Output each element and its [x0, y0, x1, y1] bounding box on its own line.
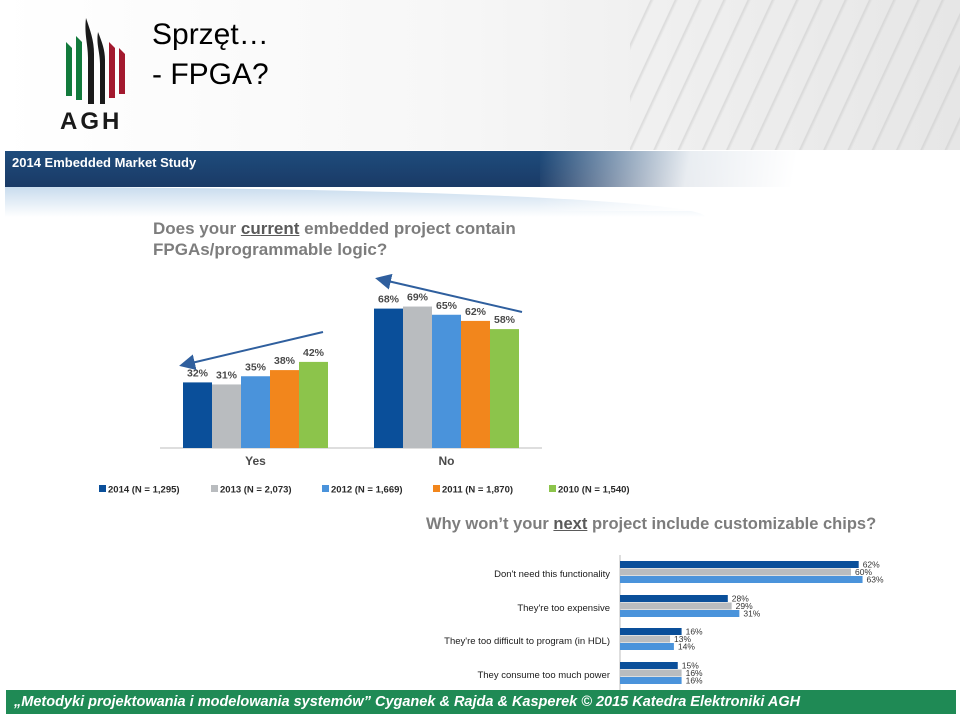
chart1-bar	[183, 382, 212, 448]
footer-text: „Metodyki projektowania i modelowania sy…	[14, 694, 801, 710]
chart1-data-label: 62%	[465, 306, 487, 318]
chart2-bar	[620, 635, 671, 643]
chart1-title-post: embedded project contain FPGAs/programma…	[153, 219, 516, 259]
chart1-title: Does your current embedded project conta…	[153, 218, 613, 260]
chart2-title-post: project include customizable chips?	[587, 515, 877, 533]
chart2-category-label: They're too difficult to program (in HDL…	[444, 636, 610, 647]
chart2-data-label: 15%	[682, 661, 699, 671]
chart2-bar	[620, 576, 863, 583]
chart1-legend-swatch	[211, 485, 218, 492]
chart1-bar	[374, 308, 403, 448]
chart1-bar	[432, 314, 461, 448]
logo-text: AGH	[60, 108, 123, 135]
chart1-data-label: 31%	[216, 369, 238, 381]
chart1-trend-arrow-no	[375, 273, 523, 313]
chart2-title-emph: next	[553, 515, 588, 533]
chart1-legend-label: 2012 (N = 1,669)	[331, 485, 403, 496]
chart2-category-label: They're too expensive	[517, 603, 610, 614]
chart1-bar	[403, 306, 432, 448]
banner-title: 2014 Embedded Market Study	[12, 155, 197, 170]
chart1-trend-arrow-yes	[179, 331, 324, 371]
chart1-legend-swatch	[99, 485, 106, 492]
agh-logo-icon	[66, 18, 125, 104]
chart1-data-label: 65%	[436, 300, 458, 312]
chart1-legend-label: 2014 (N = 1,295)	[108, 485, 180, 496]
chart2-bar	[620, 595, 728, 602]
chart1-legend-swatch	[433, 485, 440, 492]
chart2-title-pre: Why won’t your	[426, 515, 554, 533]
chart1-data-label: 42%	[303, 347, 325, 359]
chart1-data-label: 68%	[378, 294, 400, 306]
chart2-data-label: 16%	[686, 627, 703, 637]
slide-header	[0, 0, 960, 150]
chart2-title: Why won’t your next project include cust…	[426, 515, 876, 534]
chart2-bar	[620, 602, 732, 610]
banner-fade	[540, 151, 960, 211]
chart2-bar	[620, 561, 859, 568]
footer-bar	[6, 690, 956, 714]
chart2-data-label: 29%	[736, 601, 753, 611]
chart1-data-label: 32%	[187, 367, 209, 379]
chart2-data-label: 16%	[686, 676, 703, 686]
chart2-bar	[620, 643, 674, 650]
chart1-bar	[212, 384, 241, 448]
chart2-data-label: 60%	[855, 567, 872, 577]
chart2-bar	[620, 628, 682, 635]
chart1-legend-label: 2011 (N = 1,870)	[442, 485, 513, 496]
chart1-legend-swatch	[549, 485, 556, 492]
chart1-legend-swatch	[322, 485, 329, 492]
chart2-data-label: 13%	[674, 634, 691, 644]
chart2-data-label: 28%	[732, 594, 749, 604]
chart1-bar	[270, 370, 299, 448]
chart1-bar	[299, 361, 328, 448]
chart2-bar	[620, 568, 851, 576]
chart2-data-label: 62%	[863, 560, 880, 570]
chart1-legend-label: 2010 (N = 1,540)	[558, 485, 630, 496]
chart2-bar	[620, 610, 740, 617]
chart1-data-label: 69%	[407, 292, 429, 304]
chart1-data-label: 35%	[245, 361, 267, 373]
chart2-data-label: 31%	[743, 609, 760, 619]
chart2-bar	[620, 669, 682, 677]
decorative-stripes	[630, 0, 960, 150]
chart2-data-label: 16%	[686, 668, 703, 678]
chart1-category-label: No	[439, 454, 455, 468]
slide-title-line2: - FPGA?	[152, 58, 269, 91]
chart1-bar	[461, 320, 490, 448]
chart2-bar	[620, 677, 682, 684]
chart1-title-emph: current	[240, 219, 300, 238]
chart1-category-label: Yes	[245, 454, 266, 468]
chart1-vertical-bars: 32% 31% 35% 38% 42% Yes 68% 69% 65% 62% 58% No 2014 …	[99, 273, 630, 496]
chart1-bar	[490, 329, 519, 448]
chart1-data-label: 38%	[274, 355, 296, 367]
chart2-category-label: They consume too much power	[477, 670, 610, 681]
chart2-bar	[620, 662, 678, 669]
slide-title-line1: Sprzęt…	[152, 18, 269, 51]
chart1-data-label: 58%	[494, 314, 516, 326]
chart2-data-label: 63%	[867, 575, 884, 585]
chart2-category-label: Don't need this functionality	[494, 569, 610, 580]
chart2-data-label: 14%	[678, 642, 695, 652]
chart1-title-pre: Does your	[153, 219, 241, 238]
chart1-legend-label: 2013 (N = 2,073)	[220, 485, 292, 496]
chart1-bar	[241, 376, 270, 448]
chart2-horizontal-bars: 62%60%63% Don't need this functionality 28…	[444, 555, 884, 690]
